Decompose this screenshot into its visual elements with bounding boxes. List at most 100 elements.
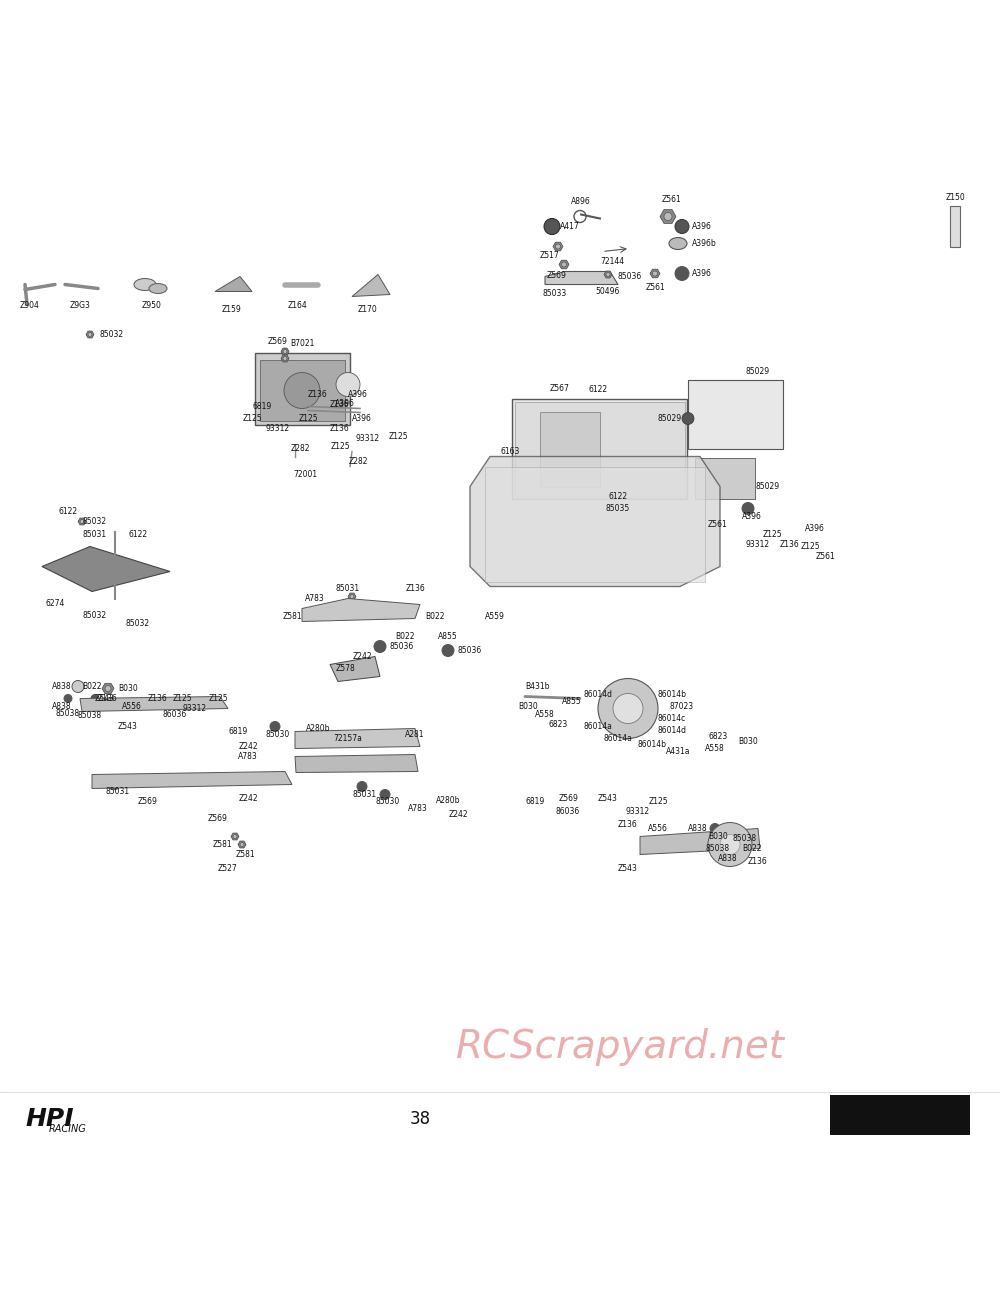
Polygon shape — [545, 272, 618, 284]
Text: Z136: Z136 — [308, 390, 328, 400]
Text: Z125: Z125 — [242, 414, 262, 423]
Text: Z150: Z150 — [945, 193, 965, 202]
Text: Z242: Z242 — [238, 742, 258, 751]
Circle shape — [336, 372, 360, 397]
Polygon shape — [302, 599, 420, 622]
Circle shape — [80, 520, 84, 524]
Circle shape — [357, 781, 367, 791]
Text: A556: A556 — [648, 824, 668, 833]
Text: Z904: Z904 — [20, 301, 40, 310]
Text: Z527: Z527 — [218, 864, 238, 873]
Circle shape — [606, 273, 610, 277]
Text: B030: B030 — [518, 702, 538, 711]
Bar — [540, 411, 600, 486]
Text: A396: A396 — [348, 390, 368, 400]
Text: Z567: Z567 — [550, 384, 570, 393]
Polygon shape — [92, 772, 292, 789]
Text: A396b: A396b — [692, 239, 717, 248]
Text: 85032: 85032 — [83, 612, 107, 621]
Text: A396: A396 — [352, 414, 372, 423]
Circle shape — [742, 503, 754, 515]
Circle shape — [652, 272, 658, 275]
Text: Z159: Z159 — [222, 304, 242, 313]
Bar — [830, 1094, 970, 1134]
Polygon shape — [559, 260, 569, 269]
Text: Z543: Z543 — [618, 864, 638, 873]
Text: Z581: Z581 — [235, 850, 255, 859]
Text: B022: B022 — [82, 681, 102, 690]
Text: A417: A417 — [560, 222, 580, 231]
Text: 86014b: 86014b — [638, 740, 666, 749]
Text: Z561: Z561 — [645, 282, 665, 291]
Text: Z136: Z136 — [330, 400, 350, 409]
Text: 85029: 85029 — [755, 482, 779, 491]
Text: Z125: Z125 — [800, 542, 820, 551]
Circle shape — [270, 721, 280, 732]
Text: 6819: 6819 — [228, 727, 248, 736]
Text: A783: A783 — [408, 804, 428, 813]
Text: 85038: 85038 — [56, 709, 80, 718]
Circle shape — [708, 822, 752, 866]
Bar — [688, 380, 783, 449]
Text: 72001: 72001 — [293, 469, 317, 478]
Text: 85031: 85031 — [83, 530, 107, 539]
Polygon shape — [42, 547, 170, 591]
Text: RCScrapyard.net: RCScrapyard.net — [456, 1028, 784, 1065]
Text: A280b: A280b — [436, 796, 460, 806]
Text: B022: B022 — [425, 612, 445, 621]
Bar — [950, 207, 960, 247]
Text: A396: A396 — [742, 512, 762, 521]
Text: A280b: A280b — [306, 724, 330, 733]
Text: 85030: 85030 — [266, 731, 290, 740]
Circle shape — [675, 220, 689, 234]
Circle shape — [556, 244, 560, 250]
Bar — [485, 467, 705, 582]
Text: RS4 3: RS4 3 — [838, 1109, 901, 1127]
Circle shape — [562, 262, 566, 266]
Text: Z136: Z136 — [405, 584, 425, 593]
Circle shape — [544, 219, 560, 234]
Polygon shape — [352, 274, 390, 296]
Text: 85038: 85038 — [78, 711, 102, 720]
Polygon shape — [470, 456, 720, 587]
Text: A783: A783 — [238, 753, 258, 762]
Text: 72157a: 72157a — [334, 734, 362, 743]
Circle shape — [442, 644, 454, 657]
Text: RACING: RACING — [49, 1124, 87, 1134]
Text: 87023: 87023 — [670, 702, 694, 711]
Ellipse shape — [149, 283, 167, 294]
Text: 6819: 6819 — [252, 402, 272, 411]
Text: B022: B022 — [742, 844, 762, 853]
Text: Z517: Z517 — [540, 252, 560, 260]
Text: A838: A838 — [52, 681, 72, 690]
Text: 72144: 72144 — [600, 256, 624, 265]
Circle shape — [72, 680, 84, 693]
Circle shape — [233, 834, 237, 838]
Polygon shape — [348, 593, 356, 600]
Text: Z561: Z561 — [708, 520, 728, 529]
Text: 85031: 85031 — [106, 787, 130, 796]
Text: Z125: Z125 — [648, 796, 668, 806]
Text: 85036: 85036 — [390, 643, 414, 650]
Circle shape — [283, 357, 287, 361]
Circle shape — [284, 372, 320, 409]
Text: Z569: Z569 — [138, 796, 158, 806]
Text: Z543: Z543 — [95, 694, 115, 703]
Text: 85036: 85036 — [618, 272, 642, 281]
Text: 6122: 6122 — [58, 507, 78, 516]
Text: 85031: 85031 — [336, 584, 360, 593]
Text: 85038: 85038 — [733, 834, 757, 843]
Text: 6823: 6823 — [708, 732, 728, 741]
Text: A838: A838 — [52, 702, 72, 711]
Text: 85030: 85030 — [376, 796, 400, 806]
Text: 86014a: 86014a — [604, 734, 632, 743]
Text: 85032: 85032 — [126, 618, 150, 627]
Text: SS: SS — [920, 1121, 934, 1131]
Circle shape — [283, 349, 287, 353]
Circle shape — [105, 685, 111, 692]
Polygon shape — [238, 840, 246, 848]
Polygon shape — [604, 272, 612, 278]
Text: B022: B022 — [395, 632, 415, 641]
Text: Z164: Z164 — [288, 301, 308, 310]
Circle shape — [682, 412, 694, 424]
